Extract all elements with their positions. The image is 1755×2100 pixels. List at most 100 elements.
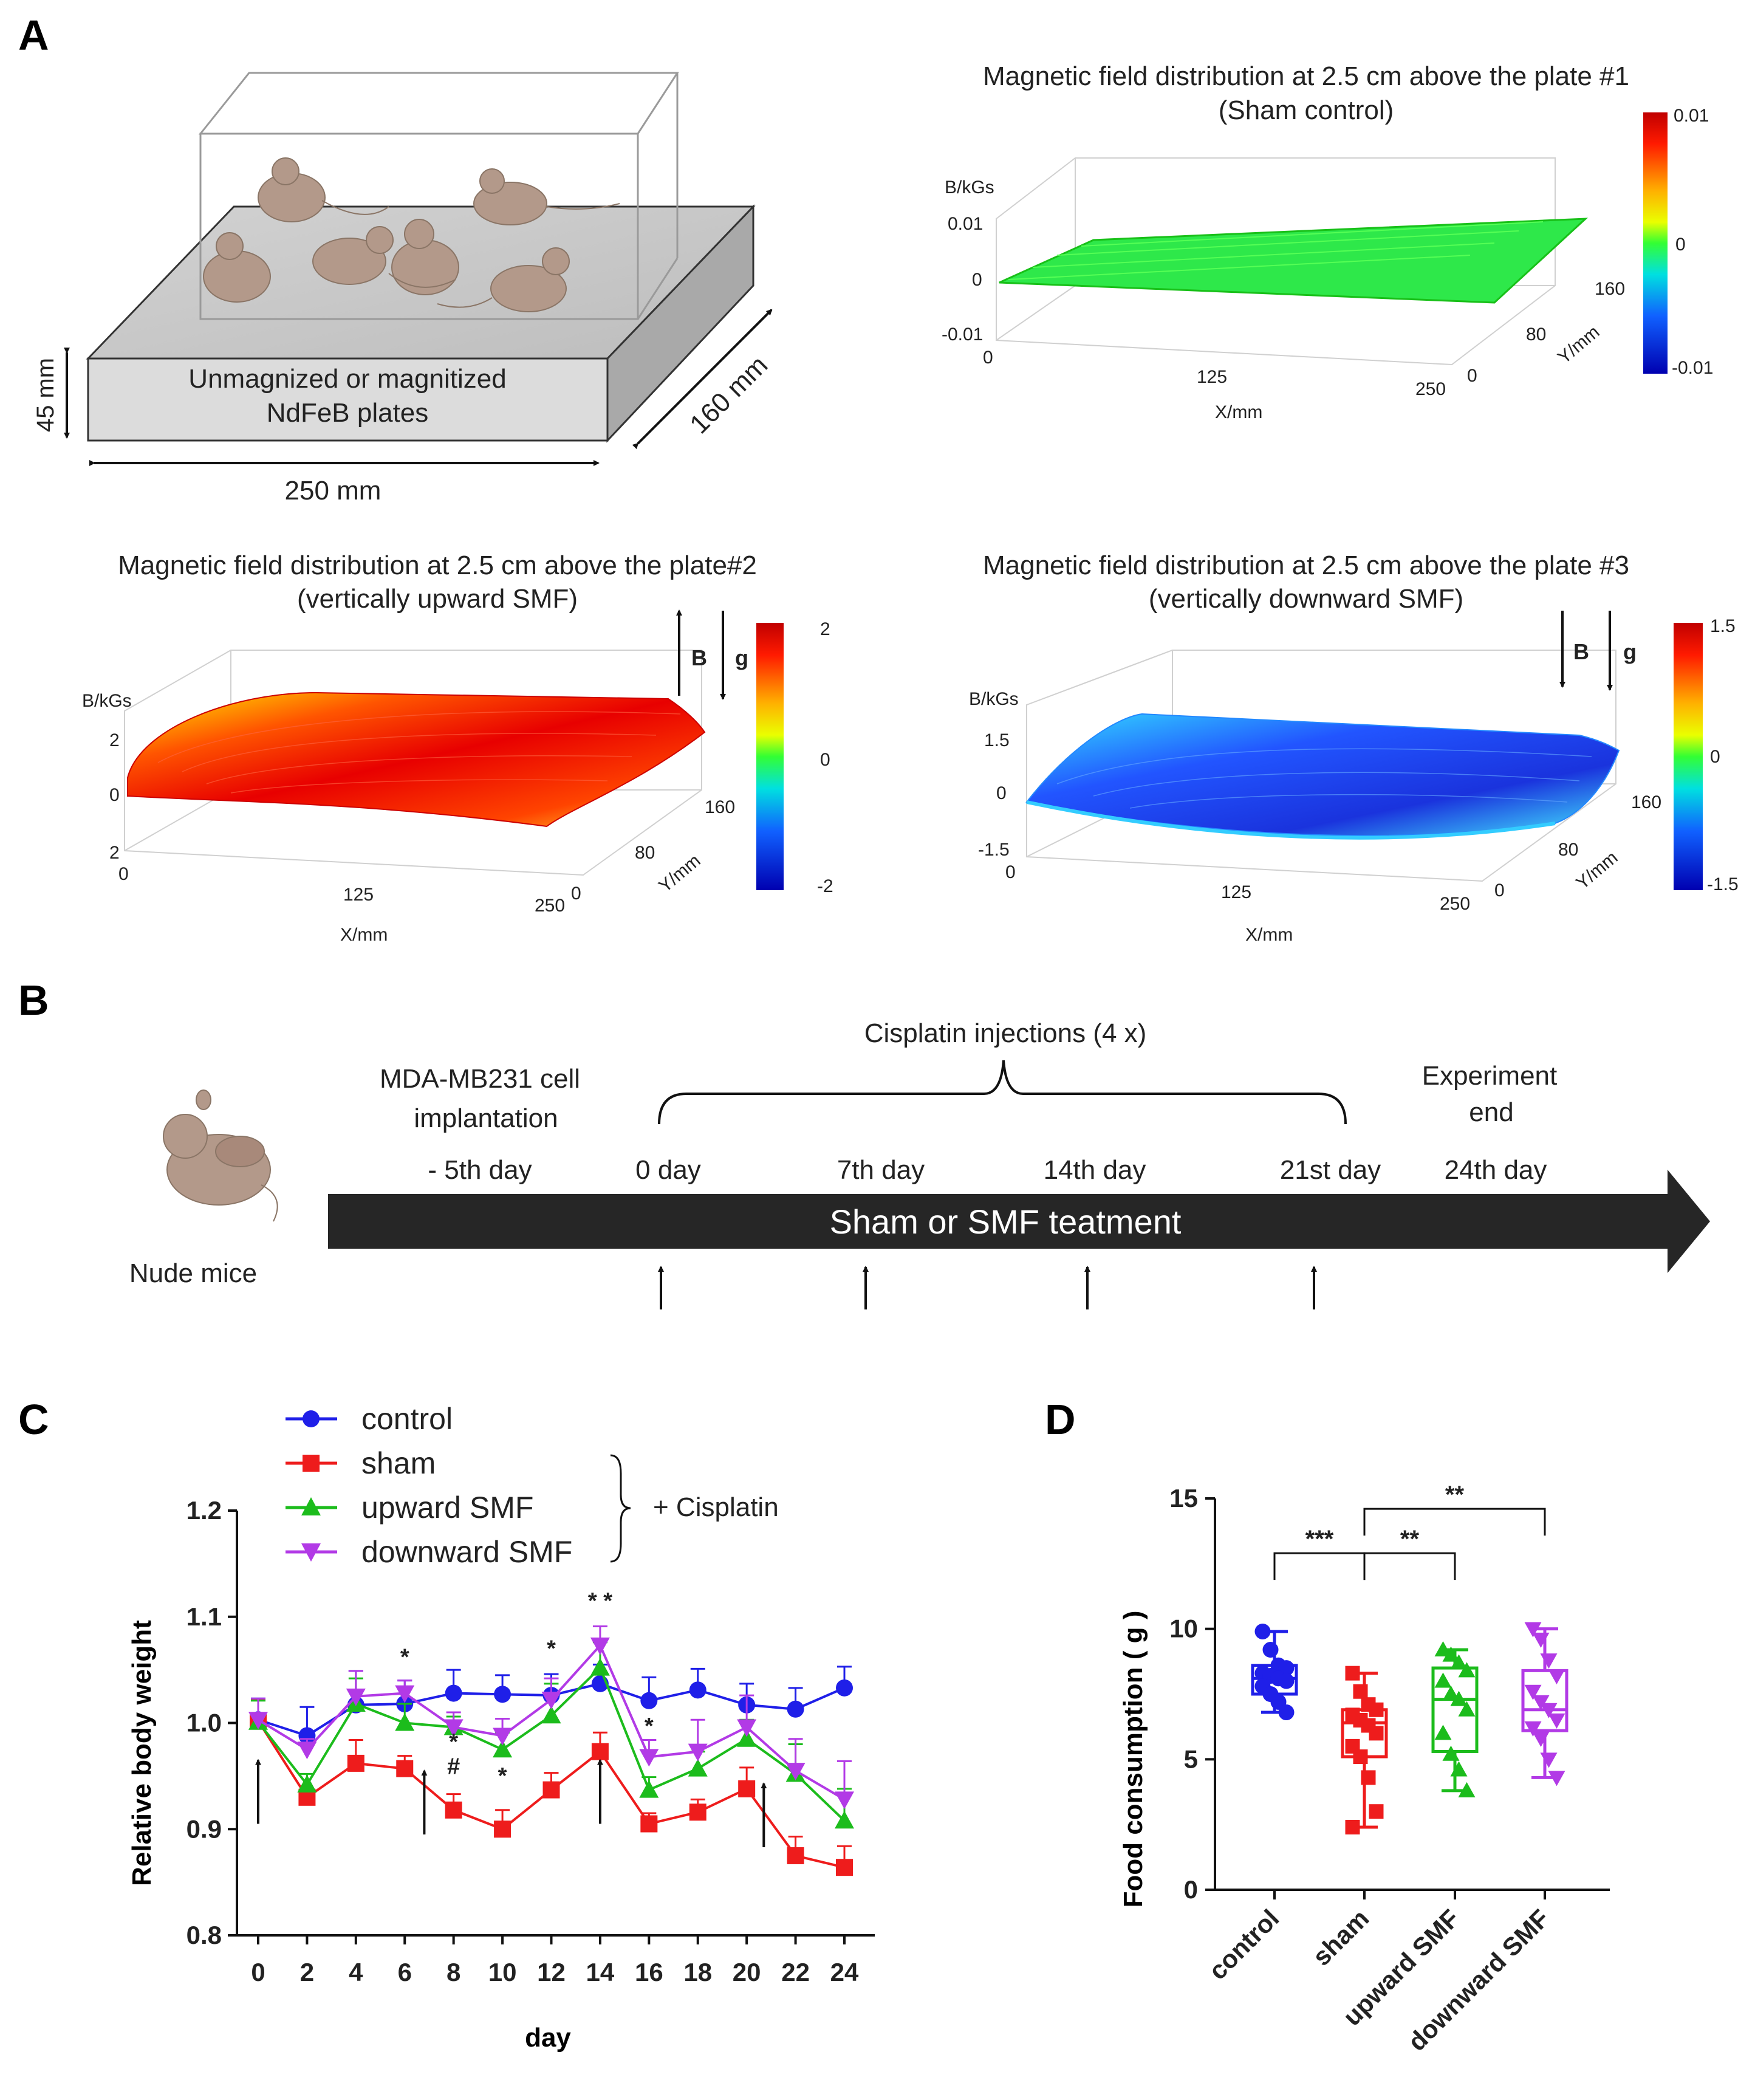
field-plot-2-ztick: 2 <box>109 730 120 750</box>
data-point <box>1450 1654 1468 1670</box>
data-point <box>689 1803 706 1821</box>
data-point <box>1458 1701 1476 1717</box>
data-point <box>689 1681 706 1699</box>
field-plot-1-xtick: 250 <box>1415 379 1446 399</box>
field-plot-1-ytick: 80 <box>1526 324 1546 345</box>
y-tick-label: 10 <box>1169 1614 1198 1643</box>
data-point <box>1540 1703 1558 1718</box>
data-point <box>1532 1695 1550 1711</box>
data-point <box>1278 1673 1295 1689</box>
field-plot-downward: Magnetic field distribution at 2.5 cm ab… <box>969 551 1739 945</box>
data-point <box>1434 1724 1452 1740</box>
sham-surface <box>999 218 1589 304</box>
field-plot-2-subtitle: (vertically upward SMF) <box>297 584 578 614</box>
colorbar-tick: 0 <box>820 750 830 770</box>
field-plot-3-ytick: 160 <box>1631 792 1661 812</box>
y-axis-label: Food consumption ( g ) <box>1118 1611 1148 1908</box>
legend-label: downward SMF <box>361 1535 572 1569</box>
x-category-label: sham <box>1307 1904 1375 1971</box>
data-point <box>1434 1672 1452 1688</box>
field-plot-3-xtick: 0 <box>1005 862 1016 882</box>
body-weight-chart: control sham upward SMF downward SMF + C… <box>127 1402 875 2053</box>
dimension-depth: 160 mm <box>684 350 773 439</box>
field-plot-2-xtick: 250 <box>535 896 565 916</box>
data-point <box>835 1791 854 1810</box>
data-point <box>1278 1704 1295 1721</box>
x-tick-label: 0 <box>251 1958 265 1986</box>
field-plot-1-xtick: 125 <box>1197 367 1227 387</box>
timeline-day-label: - 5th day <box>428 1155 532 1185</box>
legend-group-label: + Cisplatin <box>653 1492 779 1522</box>
data-point <box>395 1713 415 1731</box>
plate-label-line1: Unmagnized or magnitized <box>188 364 506 394</box>
treatment-bar <box>328 1170 1710 1273</box>
y-tick-label: 1.1 <box>186 1602 222 1631</box>
field-plot-3-xtick: 250 <box>1440 894 1470 914</box>
data-point <box>541 1692 561 1710</box>
x-tick-label: 4 <box>349 1958 363 1986</box>
colorbar-tick: 0 <box>1710 747 1720 767</box>
data-point <box>1524 1721 1542 1737</box>
significance-label: ** <box>1400 1526 1420 1553</box>
mice-label: Nude mice <box>129 1258 257 1288</box>
implant-label-line1: MDA-MB231 cell <box>380 1064 580 1094</box>
data-point <box>737 1719 757 1737</box>
implant-label-line2: implantation <box>414 1103 558 1133</box>
colorbar-tick: 1.5 <box>1710 616 1736 636</box>
plate-illustration: Unmagnized or magnitized NdFeB plates 45… <box>32 72 773 506</box>
data-point <box>1450 1690 1468 1706</box>
colorbar <box>1674 623 1703 890</box>
data-point <box>1532 1731 1550 1747</box>
field-arrow-g-label: g <box>1623 639 1637 664</box>
data-point <box>445 1801 462 1819</box>
data-point <box>787 1700 804 1718</box>
legend-marker-control <box>303 1410 320 1427</box>
data-point <box>1254 1623 1271 1639</box>
data-point <box>1548 1771 1565 1786</box>
field-plot-1-title: Magnetic field distribution at 2.5 cm ab… <box>983 61 1629 91</box>
end-label-line2: end <box>1469 1097 1513 1127</box>
data-point <box>494 1820 511 1838</box>
data-point <box>737 1729 757 1747</box>
field-plot-1-ylabel: Y/mm <box>1554 322 1603 368</box>
data-point <box>1353 1684 1368 1699</box>
colorbar-tick: 2 <box>820 619 830 639</box>
data-point <box>445 1684 462 1702</box>
data-point <box>443 1719 464 1737</box>
x-tick-label: 18 <box>683 1958 712 1986</box>
legend-label: control <box>361 1402 453 1436</box>
data-point <box>1361 1770 1376 1785</box>
data-point <box>1434 1641 1452 1657</box>
y-tick-label: 0 <box>1184 1875 1198 1904</box>
plate-label-line2: NdFeB plates <box>267 398 429 428</box>
data-point <box>640 1692 658 1709</box>
colorbar-tick: -2 <box>817 876 833 896</box>
timeline-day-label: 7th day <box>837 1155 925 1185</box>
data-point <box>787 1847 804 1864</box>
injection-arrows <box>658 1266 1317 1309</box>
field-plot-3-ylabel: Y/mm <box>1572 848 1621 894</box>
field-plot-3-ztick: -1.5 <box>978 840 1010 860</box>
x-axis-label: day <box>525 2023 571 2053</box>
field-plot-3-ytick: 80 <box>1558 840 1578 860</box>
data-point <box>297 1741 317 1760</box>
colorbar <box>1643 112 1668 374</box>
significance-marker: * * <box>588 1588 612 1614</box>
field-plot-1-ztick: 0.01 <box>948 214 983 234</box>
field-plot-1-xtick: 0 <box>983 348 993 368</box>
data-point <box>785 1763 806 1781</box>
panel-label-c: C <box>18 1396 49 1443</box>
x-tick-label: 24 <box>830 1958 859 1986</box>
field-plot-3-zlabel: B/kGs <box>969 689 1019 709</box>
field-plot-2-ytick: 0 <box>571 884 581 904</box>
data-point <box>1548 1669 1565 1684</box>
legend-marker-downward <box>301 1543 321 1562</box>
x-tick-label: 8 <box>446 1958 460 1986</box>
significance-marker: * <box>449 1729 458 1755</box>
data-point <box>835 1811 854 1829</box>
field-arrow-b-label: B <box>691 645 707 670</box>
upward-surface <box>127 691 706 828</box>
data-point <box>688 1743 708 1762</box>
